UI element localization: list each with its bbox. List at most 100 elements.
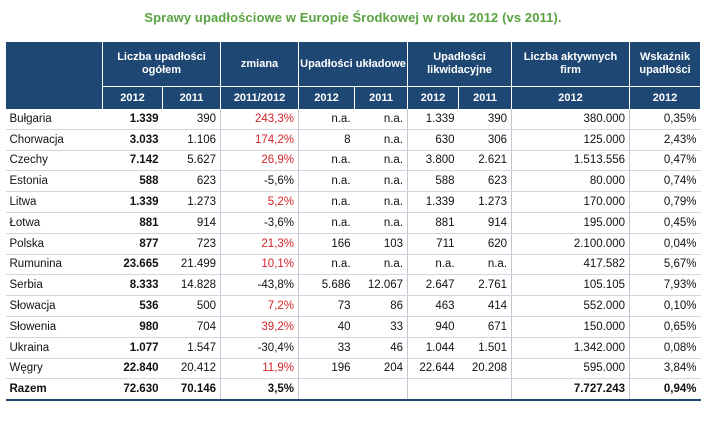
table-row: Słowenia 980 704 39,2% 40 33 940 671 150.000 0,65… <box>5 316 701 338</box>
cell-liq-2012: 881 <box>407 212 459 234</box>
cell-country: Estonia <box>5 170 103 193</box>
cell-arr-2012: 166 <box>298 233 355 255</box>
cell-change: 21,3% <box>220 233 299 255</box>
total-arr-2011 <box>354 378 408 402</box>
cell-liq-2012: 588 <box>407 170 459 193</box>
cell-ratio: 0,79% <box>629 191 701 213</box>
cell-arr-2011: 204 <box>354 358 408 380</box>
header-corner <box>5 42 103 109</box>
cell-arr-2012: n.a. <box>298 150 355 172</box>
table-body: Bułgaria 1.339 390 243,3% n.a. n.a. 1.339 390 38… <box>5 109 701 402</box>
table-row: Słowacja 536 500 7,2% 73 86 463 414 552.000 0,10% <box>5 295 701 317</box>
cell-liq-2012: 1.339 <box>407 109 459 130</box>
cell-liq-2011: 914 <box>458 212 512 234</box>
header-arrangement: Upadłości układowe <box>298 42 409 87</box>
cell-country: Serbia <box>5 274 103 297</box>
cell-arr-2012: n.a. <box>298 109 355 130</box>
cell-arr-2012: 5.686 <box>298 274 355 297</box>
cell-liq-2011: 306 <box>458 129 512 151</box>
cell-total-2012: 1.339 <box>102 109 163 130</box>
cell-arr-2012: 196 <box>298 358 355 380</box>
cell-change: -43,8% <box>220 274 299 297</box>
subheader-year: 2012 <box>511 86 631 109</box>
cell-active: 2.100.000 <box>511 233 630 255</box>
total-row: Razem 72.630 70.146 3,5% 7.727.243 0,94% <box>5 378 701 402</box>
bankruptcy-table: Liczba upadłości ogółem zmiana Upadłości… <box>5 42 702 402</box>
cell-total-2012: 536 <box>102 295 163 317</box>
cell-change: -30,4% <box>220 337 299 359</box>
cell-total-2012: 8.333 <box>102 274 163 297</box>
total-change: 3,5% <box>220 378 299 402</box>
cell-liq-2011: 20.208 <box>458 358 512 380</box>
cell-total-2012: 881 <box>102 212 163 234</box>
cell-active: 417.582 <box>511 254 630 276</box>
cell-total-2011: 623 <box>162 170 221 193</box>
cell-ratio: 0,65% <box>629 316 701 338</box>
header-total-bankruptcies: Liczba upadłości ogółem <box>101 42 222 87</box>
cell-arr-2012: 8 <box>298 129 355 151</box>
cell-active: 195.000 <box>511 212 630 234</box>
cell-change: 174,2% <box>220 129 299 151</box>
total-ratio: 0,94% <box>629 378 701 402</box>
header-active-firms: Liczba aktywnych firm <box>511 42 631 87</box>
table-row: Czechy 7.142 5.627 26,9% n.a. n.a. 3.800 2.621 1… <box>5 150 701 172</box>
header-change: zmiana <box>220 42 300 87</box>
cell-ratio: 0,74% <box>629 170 701 193</box>
cell-change: 7,2% <box>220 295 299 317</box>
subheader-year: 2011 <box>458 86 513 109</box>
subheader-year: 2012 <box>298 86 356 109</box>
cell-arr-2011: n.a. <box>354 109 408 130</box>
cell-arr-2012: 33 <box>298 337 355 359</box>
cell-arr-2011: 12.067 <box>354 274 408 297</box>
total-liq-2011 <box>458 378 512 402</box>
cell-ratio: 0,45% <box>629 212 701 234</box>
cell-active: 170.000 <box>511 191 630 213</box>
cell-country: Słowenia <box>5 316 103 338</box>
cell-liq-2011: 671 <box>458 316 512 338</box>
table-row: Węgry 22.840 20.412 11,9% 196 204 22.644 20.208… <box>5 358 701 380</box>
cell-total-2012: 23.665 <box>102 254 163 276</box>
table-row: Estonia 588 623 -5,6% n.a. n.a. 588 623 80.000 0,… <box>5 170 701 193</box>
cell-liq-2012: 1.339 <box>407 191 459 213</box>
cell-total-2011: 1.106 <box>162 129 221 151</box>
table-row: Łotwa 881 914 -3,6% n.a. n.a. 881 914 195.000 0,4… <box>5 212 701 234</box>
cell-liq-2011: 623 <box>458 170 512 193</box>
table-row: Litwa 1.339 1.273 5,2% n.a. n.a. 1.339 1.273 170… <box>5 191 701 213</box>
cell-change: -3,6% <box>220 212 299 234</box>
cell-ratio: 3,84% <box>629 358 701 380</box>
cell-active: 80.000 <box>511 170 630 193</box>
cell-liq-2012: 463 <box>407 295 459 317</box>
cell-liq-2011: n.a. <box>458 254 512 276</box>
cell-ratio: 2,43% <box>629 129 701 151</box>
cell-change: -5,6% <box>220 170 299 193</box>
subheader-year: 2012 <box>102 86 163 109</box>
cell-liq-2011: 2.761 <box>458 274 512 297</box>
cell-country: Łotwa <box>5 212 103 234</box>
cell-total-2011: 21.499 <box>162 254 221 276</box>
cell-active: 105.105 <box>511 274 630 297</box>
cell-country: Polska <box>5 233 103 255</box>
cell-liq-2012: 630 <box>407 129 459 151</box>
cell-total-2012: 7.142 <box>102 150 163 172</box>
cell-arr-2011: 86 <box>354 295 408 317</box>
cell-country: Słowacja <box>5 295 103 317</box>
cell-active: 125.000 <box>511 129 630 151</box>
subheader-year: 2011 <box>161 86 222 109</box>
cell-total-2012: 877 <box>102 233 163 255</box>
table-title: Sprawy upadłościowe w Europie Środkowej … <box>144 10 562 25</box>
total-active: 7.727.243 <box>511 378 630 402</box>
cell-total-2011: 14.828 <box>162 274 221 297</box>
cell-total-2011: 390 <box>162 109 221 130</box>
cell-total-2012: 22.840 <box>102 358 163 380</box>
cell-arr-2011: 103 <box>354 233 408 255</box>
cell-active: 1.513.556 <box>511 150 630 172</box>
cell-country: Czechy <box>5 150 103 172</box>
cell-arr-2012: 73 <box>298 295 355 317</box>
cell-arr-2011: n.a. <box>354 191 408 213</box>
table-row: Chorwacja 3.033 1.106 174,2% 8 n.a. 630 306 125.… <box>5 129 701 151</box>
cell-country: Bułgaria <box>5 109 103 130</box>
cell-liq-2011: 1.273 <box>458 191 512 213</box>
cell-liq-2011: 620 <box>458 233 512 255</box>
header-ratio: Wskaźnik upadłości <box>629 42 702 87</box>
cell-liq-2012: 2.647 <box>407 274 459 297</box>
